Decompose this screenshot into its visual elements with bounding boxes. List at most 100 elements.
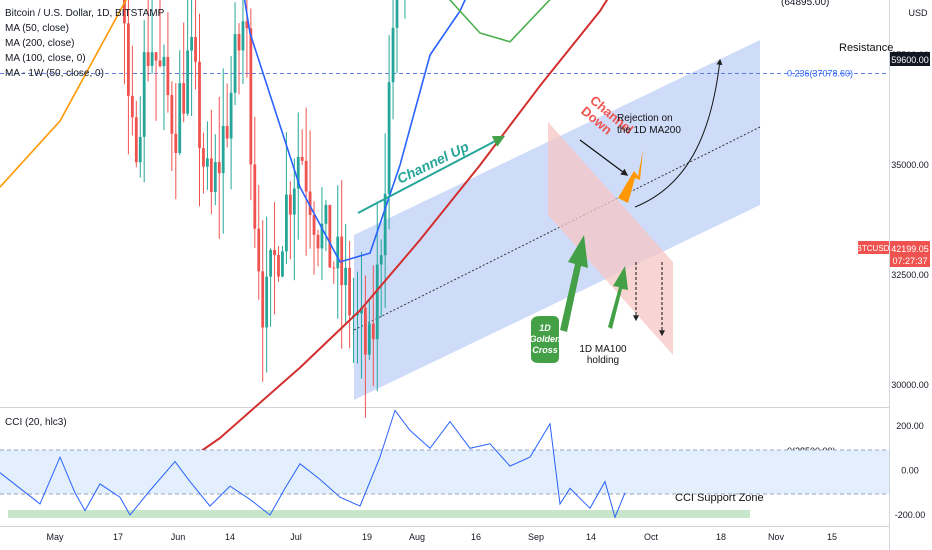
cci-title: CCI (20, hlc3) [5, 417, 67, 428]
top-level-label: (64895.00) [781, 0, 829, 8]
time-tick-label: Jun [171, 532, 186, 542]
candle-body [273, 249, 276, 256]
symbol-tag [858, 241, 889, 254]
candle-body [371, 323, 375, 340]
candle-body [154, 52, 158, 61]
channel-up-arrow [357, 135, 506, 214]
candle-body [300, 156, 304, 161]
rejection-arrow [618, 150, 643, 203]
indicator-legend[interactable]: MA (50, close) MA (200, close) MA (100, cl… [5, 23, 104, 79]
ma200-line [0, 0, 127, 188]
golden-cross-label: 1D Golden Cross [530, 323, 562, 355]
candle-body [257, 228, 261, 272]
candle-body [233, 34, 237, 93]
candle-body [202, 148, 205, 167]
candle-body [178, 83, 182, 154]
cci-tick-label: 0.00 [901, 466, 919, 476]
candle-body [150, 52, 154, 66]
channel-down-arrow [579, 139, 629, 176]
candle-body [213, 162, 217, 193]
candle-body [221, 125, 225, 174]
rejection-label: Rejection on the 1D MA200 [617, 113, 681, 136]
candle-body [383, 193, 387, 256]
indicator-legend-item[interactable]: MA (100, close, 0) [5, 53, 86, 64]
ma100-holding-label: 1D MA100 holding [579, 344, 627, 366]
candle-body [320, 223, 324, 249]
candle-body [130, 95, 134, 118]
time-tick-label: May [46, 532, 64, 542]
time-tick-label: Aug [409, 532, 425, 542]
candle-body [288, 194, 292, 215]
time-tick-label: 18 [716, 532, 726, 542]
candle-body [336, 236, 340, 269]
time-axis[interactable]: May 17 Jun 14 Jul 19 Aug 16 Sep 14 Oct 18 Nov 15 [46, 532, 837, 542]
candle-body [360, 307, 363, 314]
indicator-legend-item[interactable]: MA (200, close) [5, 38, 74, 49]
time-tick-label: 19 [362, 532, 372, 542]
last-price-tag [890, 241, 930, 267]
cci-band [0, 450, 889, 494]
candle-body [292, 188, 296, 215]
candle-body [237, 34, 241, 51]
ma100-arrow [608, 266, 628, 329]
resistance-price-tag [890, 52, 930, 66]
candle-body [225, 125, 229, 139]
candle-body [316, 234, 320, 249]
candle-body [209, 158, 213, 193]
candle-body [375, 264, 379, 340]
candle-body [348, 267, 351, 316]
moving-averages [0, 0, 609, 488]
candle-body [356, 313, 359, 316]
candle-body [174, 133, 178, 154]
candle-body [304, 160, 308, 192]
chart-title: Bitcoin / U.S. Dollar, 1D, BITSTAMP [5, 8, 165, 19]
candle-body [190, 36, 193, 51]
candle-body [261, 271, 265, 328]
fib-label: 0.236(37078.60) [787, 69, 853, 79]
candle-body [281, 251, 284, 277]
ma1w-line [149, 0, 609, 488]
time-tick-label: 15 [827, 532, 837, 542]
candle-body [198, 61, 201, 149]
cci-tick-label: -200.00 [895, 510, 926, 520]
resistance-price-value: 59600.00 [891, 55, 929, 65]
candle-body [253, 164, 257, 229]
countdown: 07:27:37 [892, 256, 927, 266]
candle-body [328, 204, 332, 268]
candle-body [123, 0, 126, 24]
candle-body [344, 267, 348, 286]
candles [123, 0, 406, 418]
candle-body [162, 56, 166, 67]
candle-body [146, 52, 150, 66]
candle-body [379, 255, 383, 265]
time-tick-label: Sep [528, 532, 544, 542]
candle-body [395, 0, 399, 28]
candle-body [194, 36, 197, 62]
candle-body [269, 249, 272, 277]
symbol-label: BTCUSD [857, 244, 890, 253]
ma100-line [448, 0, 551, 43]
candle-body [158, 60, 162, 67]
ma100-label-line: holding [587, 355, 619, 366]
price-tick-label: 30000.00 [891, 380, 929, 390]
cci-axis[interactable]: 200.00 0.00 -200.00 [895, 421, 926, 520]
gc-label-line: Golden [530, 334, 562, 344]
candle-body [249, 28, 253, 165]
candle-body [296, 156, 300, 189]
indicator-legend-item[interactable]: MA (50, close) [5, 23, 69, 34]
candle-body [285, 194, 288, 252]
breakout-arrow [634, 58, 723, 208]
candle-body [127, 23, 130, 96]
channel-down [548, 122, 673, 355]
cci-support-label: CCI Support Zone [675, 492, 764, 504]
candle-body [265, 276, 269, 328]
candle-body [206, 158, 209, 167]
candle-body [312, 215, 316, 235]
candle-body [134, 117, 138, 163]
candle-body [367, 323, 371, 355]
cci-support-zone [8, 510, 750, 518]
candle-body [391, 27, 395, 83]
indicator-legend-item[interactable]: MA - 1W (50, close, 0) [5, 68, 104, 79]
ma50-line [243, 0, 466, 263]
